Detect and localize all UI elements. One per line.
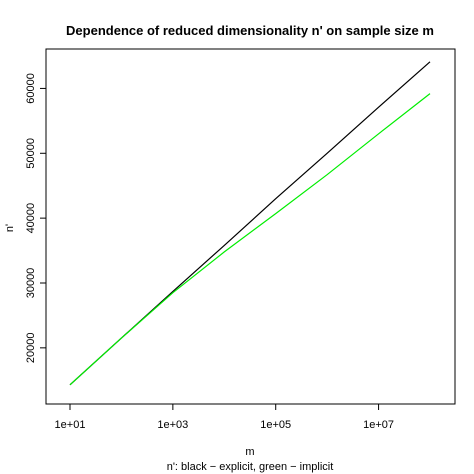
y-tick-label: 50000	[25, 138, 37, 169]
y-tick-label: 30000	[25, 268, 37, 299]
y-tick-label: 20000	[25, 333, 37, 364]
x-tick-label: 1e+07	[363, 419, 394, 431]
y-tick-label: 60000	[25, 73, 37, 104]
x-tick-label: 1e+05	[260, 419, 291, 431]
y-tick-label: 40000	[25, 203, 37, 234]
x-axis: 1e+01 1e+03 1e+05 1e+07	[55, 403, 394, 431]
chart-title: Dependence of reduced dimensionality n' …	[66, 23, 434, 38]
series-line-green	[69, 93, 431, 386]
y-axis-label: n'	[4, 224, 16, 232]
y-axis: 20000 30000 40000 50000 60000	[25, 73, 47, 364]
x-tick-label: 1e+01	[55, 419, 86, 431]
series-layer	[69, 61, 431, 386]
chart-subtitle: n': black − explicit, green − implicit	[167, 461, 334, 473]
x-axis-label: m	[245, 446, 254, 458]
x-tick-label: 1e+03	[157, 419, 188, 431]
